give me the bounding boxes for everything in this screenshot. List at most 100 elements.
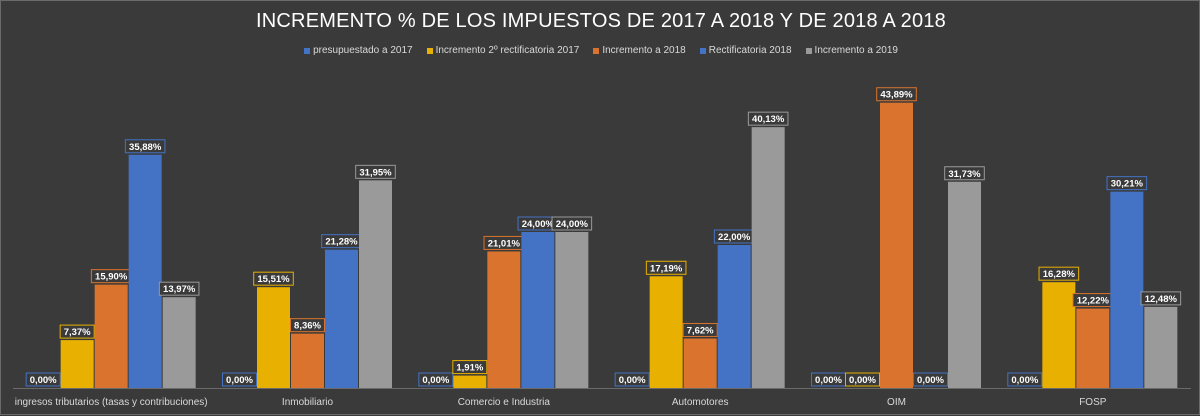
- data-label-box: [1007, 372, 1043, 387]
- data-label: 0,00%: [619, 375, 646, 386]
- data-label-box: [682, 322, 718, 337]
- data-label: 40,13%: [752, 114, 785, 125]
- data-label: 12,48%: [1145, 294, 1178, 305]
- bar: [359, 180, 392, 388]
- data-label-box: [418, 372, 454, 387]
- data-label: 0,00%: [815, 375, 842, 386]
- bar: [94, 284, 128, 388]
- data-label: 35,88%: [129, 142, 162, 153]
- data-label-box: [944, 166, 985, 181]
- data-label: 31,73%: [948, 169, 981, 180]
- data-label: 31,95%: [359, 167, 392, 178]
- bar: [325, 249, 358, 388]
- data-label-box: [551, 216, 593, 231]
- bar: [555, 232, 589, 388]
- data-label-box: [355, 164, 396, 179]
- legend-label: Rectificatoria 2018: [708, 45, 792, 56]
- data-label: 12,22%: [1077, 296, 1110, 307]
- data-label: 0,00%: [1011, 375, 1038, 386]
- category-label: Automotores: [672, 397, 729, 408]
- data-label-box: [222, 372, 257, 387]
- chart-title: INCREMENTO % DE LOS IMPUESTOS DE 2017 A …: [256, 10, 946, 32]
- data-label-box: [25, 372, 61, 387]
- legend-swatch: [426, 47, 433, 54]
- legend-item: presupuestado a 2017: [304, 45, 413, 56]
- data-label-box: [1038, 266, 1080, 281]
- data-label-box: [1140, 291, 1182, 306]
- data-label: 0,00%: [226, 375, 253, 386]
- category-label: FOSP: [1079, 397, 1107, 408]
- legend-swatch: [593, 47, 600, 54]
- data-label-box: [290, 318, 325, 333]
- data-label-box: [158, 281, 200, 296]
- data-label: 17,19%: [650, 263, 683, 274]
- category-label: OIM: [887, 397, 906, 408]
- chart-legend: presupuestado a 2017 Incremento 2º rectif…: [1, 45, 1200, 56]
- legend-label: presupuestado a 2017: [313, 45, 413, 56]
- data-label: 0,00%: [917, 375, 944, 386]
- data-label: 0,00%: [849, 375, 876, 386]
- bar: [1144, 306, 1178, 388]
- data-label: 15,90%: [95, 272, 128, 283]
- data-label: 0,00%: [422, 375, 449, 386]
- legend-item: Incremento a 2019: [805, 45, 898, 56]
- legend-label: Incremento a 2018: [602, 45, 686, 56]
- bar: [60, 340, 94, 388]
- data-label: 8,36%: [294, 321, 321, 332]
- legend-label: Incremento a 2019: [814, 45, 898, 56]
- data-label: 21,01%: [488, 238, 521, 249]
- data-label-box: [876, 87, 917, 102]
- data-label-box: [452, 360, 488, 375]
- data-label-box: [253, 271, 294, 286]
- data-label: 30,21%: [1111, 179, 1144, 190]
- legend-label: Incremento 2º rectificatoria 2017: [435, 45, 580, 56]
- data-label: 1,91%: [456, 363, 483, 374]
- category-label: Inmobiliario: [282, 397, 334, 408]
- data-label: 15,51%: [257, 274, 290, 285]
- bar: [128, 154, 162, 388]
- legend-item: Incremento 2º rectificatoria 2017: [426, 45, 580, 56]
- bar: [291, 333, 324, 388]
- bar: [1076, 308, 1110, 388]
- category-label: ingresos tributarios (tasas y contribuci…: [15, 397, 208, 408]
- bar: [453, 375, 487, 388]
- data-label: 24,00%: [556, 219, 589, 230]
- data-label-box: [1106, 176, 1148, 191]
- bar: [1042, 282, 1076, 388]
- data-label-box: [645, 260, 687, 275]
- bar: [880, 102, 913, 388]
- data-label-box: [59, 324, 95, 339]
- legend-item: Incremento a 2018: [593, 45, 686, 56]
- data-label: 0,00%: [30, 375, 57, 386]
- data-label: 43,89%: [880, 90, 913, 101]
- data-label: 16,28%: [1043, 269, 1076, 280]
- legend-swatch: [805, 47, 812, 54]
- data-label: 24,00%: [522, 219, 555, 230]
- data-label: 7,37%: [64, 327, 91, 338]
- legend-item: Rectificatoria 2018: [699, 45, 792, 56]
- bar: [487, 251, 521, 388]
- legend-swatch: [699, 47, 706, 54]
- data-label: 22,00%: [718, 232, 751, 243]
- data-label-box: [845, 372, 880, 387]
- bar: [717, 245, 751, 388]
- category-label: Comercio e Industria: [458, 397, 551, 408]
- bar: [948, 181, 981, 388]
- data-label: 7,62%: [687, 325, 714, 336]
- bar: [257, 287, 290, 388]
- bar: [1110, 191, 1144, 388]
- legend-swatch: [304, 47, 311, 54]
- bar: [521, 232, 555, 388]
- bar: [751, 127, 785, 388]
- data-label: 21,28%: [325, 237, 358, 248]
- data-label-box: [913, 372, 948, 387]
- data-label-box: [614, 372, 650, 387]
- bar: [649, 276, 683, 388]
- data-label-box: [747, 111, 789, 126]
- data-label: 13,97%: [163, 284, 196, 295]
- bar: [162, 297, 196, 388]
- data-label-box: [124, 139, 166, 154]
- bar: [683, 338, 717, 388]
